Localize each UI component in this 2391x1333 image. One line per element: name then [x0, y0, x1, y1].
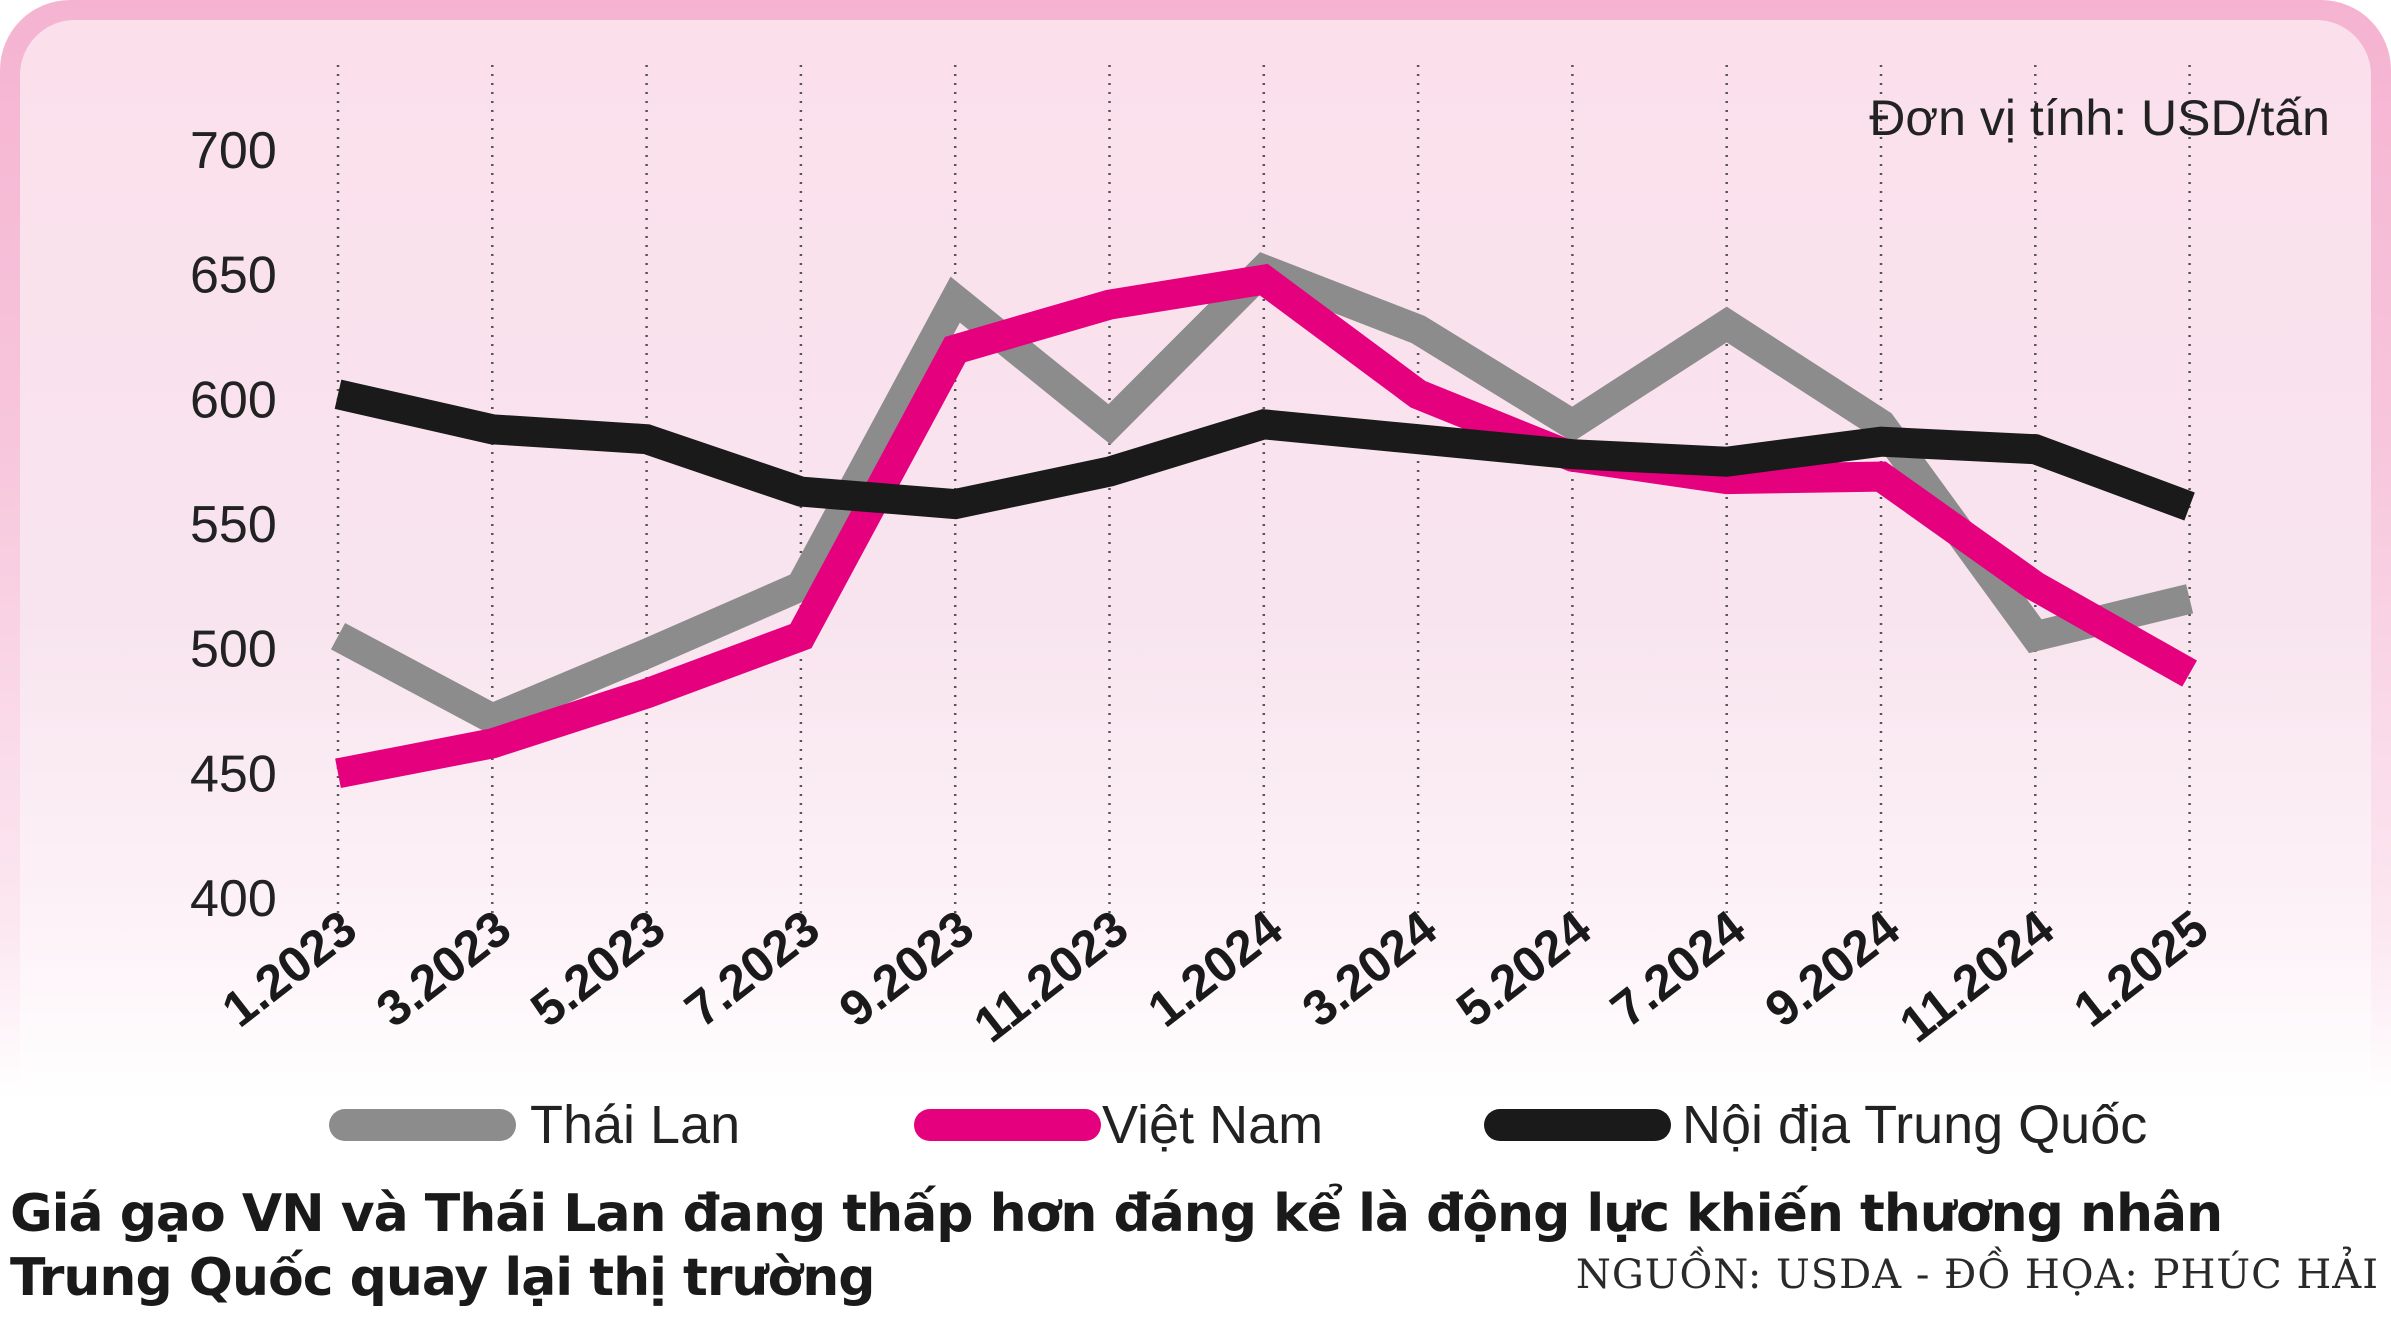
y-tick-label: 400: [190, 870, 277, 928]
legend: Thái Lan Việt Nam Nội địa Trung Quốc: [329, 1095, 2147, 1155]
y-tick-label: 600: [190, 371, 277, 429]
y-tick-label: 500: [190, 621, 277, 679]
x-tick-label: 7.2023: [675, 900, 830, 1038]
y-tick-label: 550: [190, 496, 277, 554]
x-tick-label: 9.2024: [1755, 899, 1910, 1037]
series-lines: [330, 252, 2197, 789]
legend-label: Thái Lan: [530, 1095, 740, 1155]
y-tick-label: 450: [190, 745, 277, 803]
line-chart: 700 650 600 550 500 450 400 1.2023 3.2023 5.2023…: [190, 65, 2330, 1155]
series-line: [334, 379, 2195, 521]
x-tick-label: 3.2024: [1292, 899, 1447, 1037]
y-axis-ticks: 700 650 600 550 500 450 400: [190, 122, 277, 928]
legend-label: Việt Nam: [1102, 1095, 1323, 1155]
legend-label: Nội địa Trung Quốc: [1682, 1095, 2147, 1155]
x-tick-label: 3.2023: [366, 900, 521, 1038]
x-tick-label: 1.2024: [1138, 899, 1293, 1037]
x-tick-label: 5.2024: [1446, 899, 1601, 1037]
y-tick-label: 700: [190, 122, 277, 180]
x-tick-label: 7.2024: [1600, 899, 1755, 1037]
y-tick-label: 650: [190, 247, 277, 305]
x-tick-label: 1.2025: [2063, 900, 2218, 1038]
x-tick-label: 11.2024: [1889, 899, 2064, 1053]
source-credit: NGUỒN: USDA - ĐỒ HỌA: PHÚC HẢI: [1575, 1252, 2379, 1298]
x-tick-label: 5.2023: [520, 900, 675, 1038]
x-tick-label: 11.2023: [964, 900, 1139, 1054]
x-tick-label: 9.2023: [829, 900, 984, 1038]
series-line: [335, 263, 2197, 789]
unit-label: Đơn vị tính: USD/tấn: [1869, 90, 2330, 146]
chart-caption: Giá gạo VN và Thái Lan đang thấp hơn đán…: [10, 1184, 2223, 1308]
